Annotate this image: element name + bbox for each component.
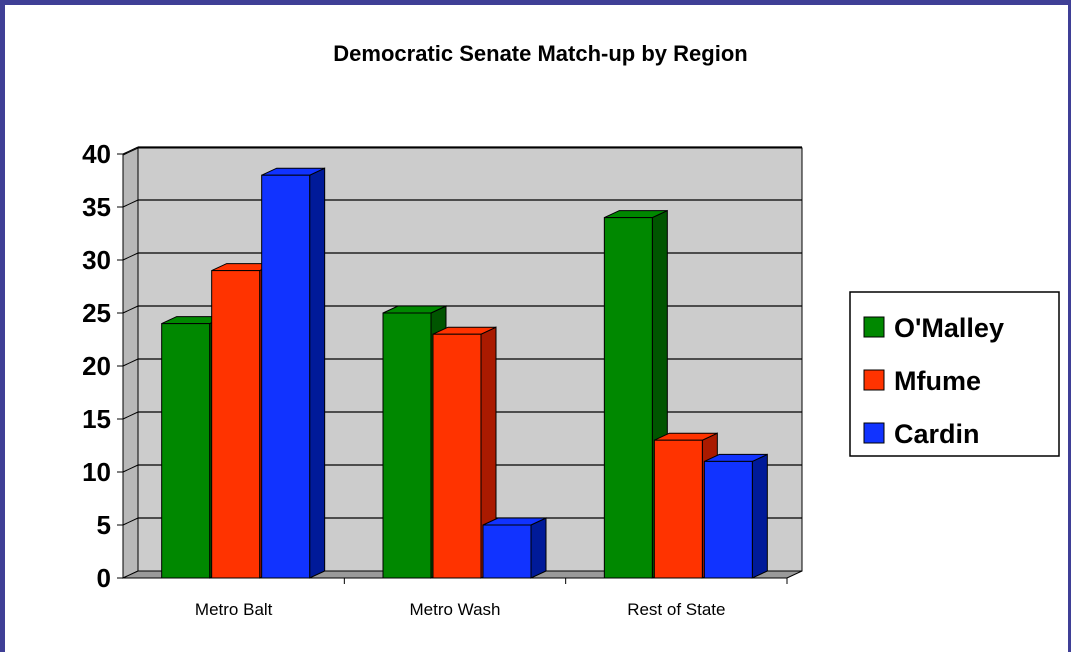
gridline-side [122, 464, 139, 473]
y-tick-label: 40 [82, 139, 111, 169]
y-tick-label: 35 [82, 192, 111, 222]
bar-side [530, 517, 547, 579]
bar-cardin-1 [482, 517, 547, 579]
gridline-side [122, 358, 139, 367]
chart-title: Democratic Senate Match-up by Region [333, 41, 748, 66]
legend-label: Mfume [894, 366, 981, 396]
bar-front [432, 333, 482, 579]
legend-swatch [863, 316, 885, 338]
x-tick-label: Rest of State [627, 600, 725, 619]
y-tick-label: 30 [82, 245, 111, 275]
bar-front [482, 524, 532, 579]
legend-swatch [863, 369, 885, 391]
x-tick-label: Metro Balt [195, 600, 273, 619]
legend-label: Cardin [894, 419, 980, 449]
gridline-side [122, 411, 139, 420]
bar-side [309, 167, 326, 579]
legend-box [849, 291, 1060, 457]
y-tick-label: 0 [97, 563, 111, 593]
y-tick-label: 20 [82, 351, 111, 381]
chart-plot: 0 5 10 15 20 25 30 35 40 Metro Balt Metro Wash Rest… [82, 139, 1060, 619]
bar-front [161, 323, 211, 579]
bar-front [653, 439, 703, 579]
bar-front [261, 174, 311, 579]
legend: O'Malley Mfume Cardin [849, 291, 1060, 457]
gridline-side [122, 199, 139, 208]
bar-front [603, 217, 653, 579]
y-tick-label: 5 [97, 510, 111, 540]
bar-front [382, 312, 432, 579]
bar-mfume-1 [432, 326, 497, 579]
gridline-side [122, 252, 139, 261]
x-tick-label: Metro Wash [409, 600, 500, 619]
y-tick-label: 15 [82, 404, 111, 434]
bar-front [211, 270, 261, 579]
bar-cardin-0 [261, 167, 326, 579]
gridline-side [122, 146, 139, 155]
gridline-side [122, 517, 139, 526]
legend-swatch [863, 422, 885, 444]
bar-front [703, 460, 753, 579]
bar-cardin-2 [703, 453, 768, 579]
y-tick-label: 25 [82, 298, 111, 328]
bar-omalley-2 [603, 209, 668, 579]
y-tick-label: 10 [82, 457, 111, 487]
legend-label: O'Malley [894, 313, 1004, 343]
gridline-side [122, 305, 139, 314]
bar-side [751, 453, 768, 579]
